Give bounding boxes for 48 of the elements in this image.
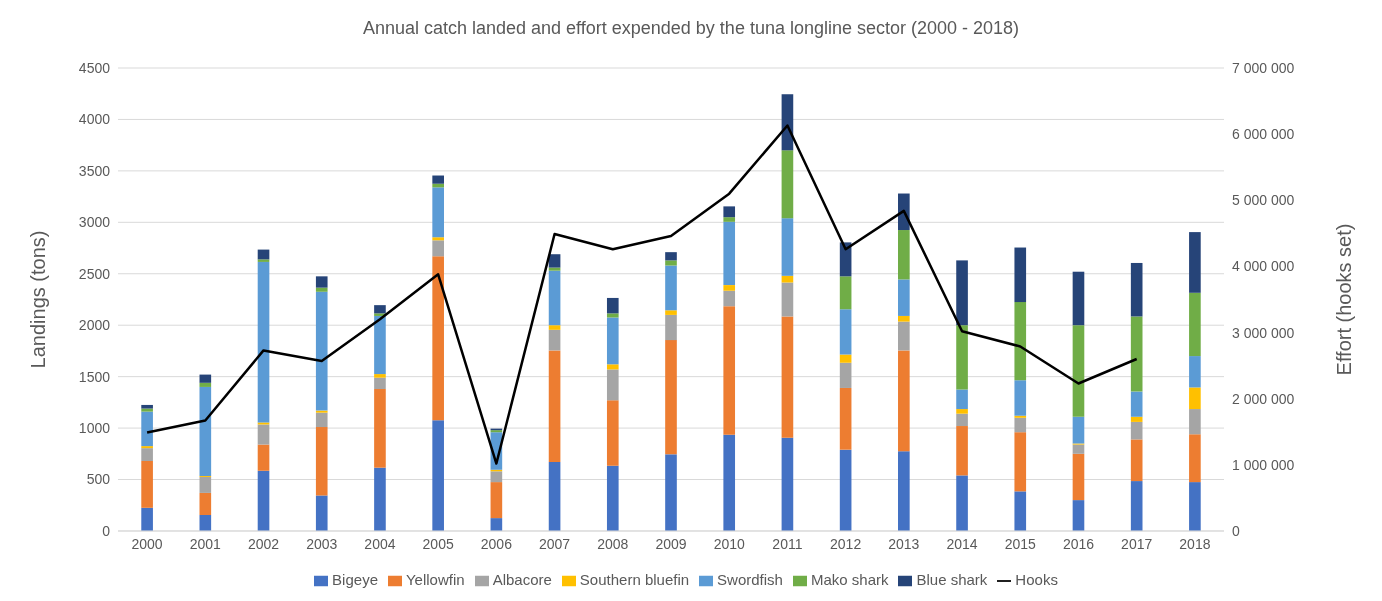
y-tick-label: 3500 — [78, 162, 111, 179]
y2-tick-label: 7 000 000 — [1232, 59, 1295, 76]
x-tick-label: 2008 — [597, 535, 629, 552]
x-tick-label: 2009 — [655, 535, 687, 552]
x-tick-label: 2005 — [422, 535, 454, 552]
x-tick-label: 2002 — [247, 535, 280, 552]
y-tick-label: 0 — [102, 522, 111, 539]
y-tick-label: 3000 — [78, 214, 111, 231]
y2-tick-label: 2 000 000 — [1232, 390, 1295, 407]
legend-label: Albacore — [492, 570, 552, 588]
legend-label: Yellowfin — [405, 570, 465, 588]
x-tick-label: 2011 — [772, 535, 803, 552]
legend-label: Blue shark — [916, 570, 988, 588]
y2-tick-label: 3 000 000 — [1232, 324, 1295, 341]
x-tick-label: 2006 — [480, 535, 513, 552]
x-tick-label: 2003 — [306, 535, 338, 552]
legend-label: Hooks — [1015, 570, 1058, 588]
x-tick-label: 2012 — [830, 535, 862, 552]
y2-tick-label: 1 000 000 — [1232, 456, 1295, 473]
x-tick-label: 2016 — [1062, 535, 1095, 552]
y-axis-title: Landings (tons) — [27, 230, 50, 369]
y-tick-label: 2000 — [78, 317, 111, 334]
x-tick-label: 2018 — [1179, 535, 1211, 552]
y-tick-label: 1000 — [78, 420, 111, 437]
y-tick-label: 500 — [86, 471, 111, 488]
y2-tick-label: 0 — [1232, 522, 1240, 539]
chart-title: Annual catch landed and effort expended by the tuna longline sector (2000 - 2018) — [361, 17, 1021, 40]
y-tick-label: 1500 — [78, 368, 111, 385]
legend-label: Mako shark — [810, 570, 889, 588]
y2-tick-label: 5 000 000 — [1232, 192, 1295, 209]
x-tick-label: 2004 — [364, 535, 396, 552]
x-tick-label: 2001 — [189, 535, 222, 552]
y-tick-label: 2500 — [78, 265, 111, 282]
y2-tick-label: 4 000 000 — [1232, 258, 1295, 275]
x-tick-label: 2014 — [946, 535, 978, 552]
y2-tick-label: 6 000 000 — [1232, 126, 1295, 143]
x-tick-label: 2000 — [131, 535, 163, 552]
y-tick-label: 4500 — [78, 59, 111, 76]
x-tick-label: 2017 — [1121, 535, 1153, 552]
x-tick-label: 2015 — [1004, 535, 1037, 552]
x-tick-label: 2013 — [888, 535, 920, 552]
y-tick-label: 4000 — [78, 111, 111, 128]
legend-label: Bigeye — [332, 570, 378, 588]
legend-label: Swordfish — [717, 570, 783, 588]
legend-label: Southern bluefin — [579, 570, 690, 588]
x-tick-label: 2010 — [713, 535, 745, 552]
y2-axis-title: Effort (hooks set) — [1333, 223, 1356, 376]
x-tick-label: 2007 — [539, 535, 571, 552]
